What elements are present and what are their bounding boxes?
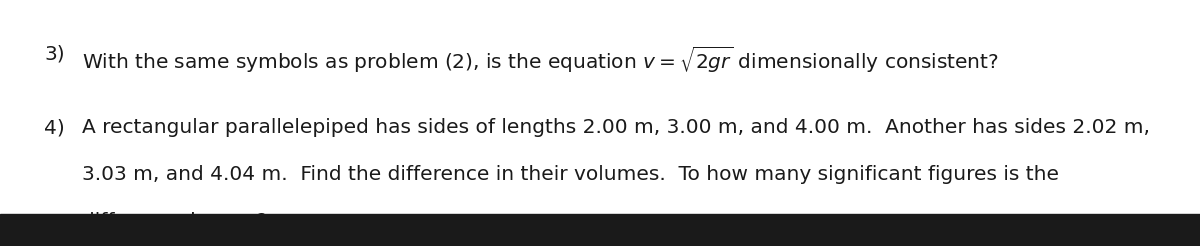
Text: difference known?: difference known? [82,212,266,231]
Text: A rectangular parallelepiped has sides of lengths 2.00 m, 3.00 m, and 4.00 m.  A: A rectangular parallelepiped has sides o… [82,118,1150,137]
Text: 3.03 m, and 4.04 m.  Find the difference in their volumes.  To how many signific: 3.03 m, and 4.04 m. Find the difference … [82,165,1058,184]
Text: 4): 4) [44,118,65,137]
Text: With the same symbols as problem (2), is the equation $v = \sqrt{2gr}$ dimension: With the same symbols as problem (2), is… [82,44,998,75]
Text: 3): 3) [44,44,65,63]
